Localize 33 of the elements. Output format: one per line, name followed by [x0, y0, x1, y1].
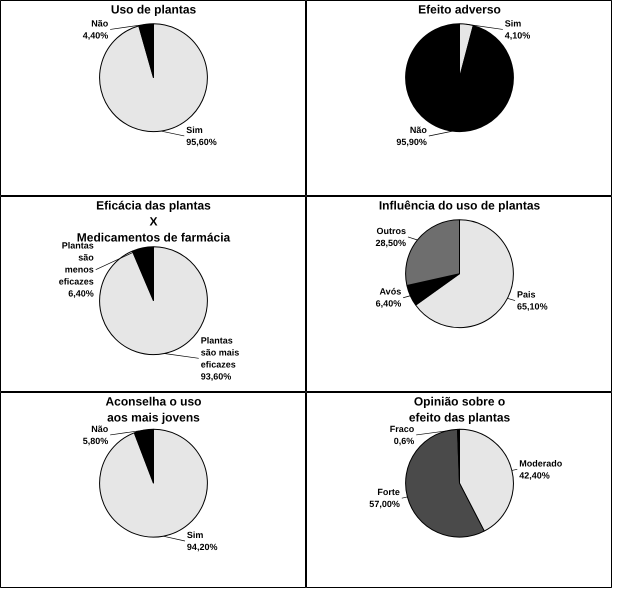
- slice-label: Plantas são mais eficazes: [200, 335, 240, 370]
- data-label: 6,40%: [376, 298, 402, 309]
- data-label: 4,40%: [82, 30, 108, 40]
- data-label: 42,40%: [519, 470, 550, 480]
- data-label: 57,00%: [369, 499, 400, 510]
- data-label: 5,80%: [82, 436, 108, 446]
- data-label: 95,60%: [186, 136, 217, 147]
- data-label: 0,6%: [394, 436, 414, 446]
- chart-title: Efeito adverso: [418, 2, 501, 16]
- slice-label: Sim: [504, 18, 522, 28]
- chart-title: Opinião sobre o efeito das plantas: [408, 394, 511, 425]
- data-label: 6,40%: [68, 288, 94, 299]
- data-label: 65,10%: [517, 302, 548, 312]
- data-label: 4,10%: [504, 30, 530, 40]
- slice-label: Avós: [380, 286, 402, 297]
- slice-label: Plantas são menos eficazes: [58, 240, 94, 287]
- slice-label: Não: [91, 18, 109, 28]
- slice-label: Não: [410, 125, 428, 136]
- data-label: 93,60%: [200, 371, 232, 382]
- slice-label: Pais: [517, 290, 536, 300]
- chart-title: Influência do uso de plantas: [378, 198, 541, 212]
- chart-title: Uso de plantas: [110, 2, 197, 16]
- data-label: 94,20%: [186, 542, 218, 552]
- slice-label: Forte: [377, 487, 400, 498]
- data-label: 28,50%: [375, 238, 406, 248]
- slice-label: Moderado: [519, 458, 563, 468]
- slice-label: Outros: [376, 226, 406, 236]
- chart-title: Aconselha o uso aos mais jovens: [105, 394, 202, 425]
- slice-label: Fraco: [390, 424, 415, 434]
- slice-label: Sim: [186, 530, 204, 540]
- slice-label: Não: [91, 424, 109, 434]
- data-label: 95,90%: [396, 137, 427, 148]
- slice-label: Sim: [186, 124, 203, 135]
